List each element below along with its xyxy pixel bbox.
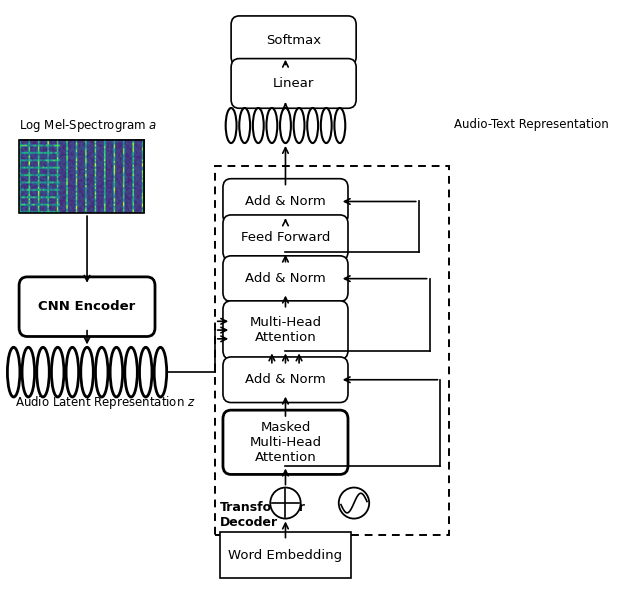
FancyBboxPatch shape [223, 256, 348, 301]
Text: Audio-Text Representation: Audio-Text Representation [454, 118, 609, 131]
Ellipse shape [154, 348, 167, 397]
Ellipse shape [37, 348, 49, 397]
FancyBboxPatch shape [220, 532, 351, 578]
Text: Add & Norm: Add & Norm [245, 195, 326, 208]
Ellipse shape [266, 108, 277, 143]
Ellipse shape [139, 348, 152, 397]
FancyBboxPatch shape [231, 16, 356, 65]
Text: Multi-Head
Attention: Multi-Head Attention [249, 316, 322, 344]
Text: Transformer
Decoder: Transformer Decoder [220, 501, 306, 529]
Ellipse shape [253, 108, 264, 143]
Ellipse shape [321, 108, 332, 143]
Text: Word Embedding: Word Embedding [228, 549, 343, 562]
Text: Audio Latent Representation $z$: Audio Latent Representation $z$ [15, 394, 195, 411]
Text: CNN Encoder: CNN Encoder [39, 300, 136, 313]
Text: Add & Norm: Add & Norm [245, 272, 326, 285]
Ellipse shape [95, 348, 108, 397]
Ellipse shape [125, 348, 137, 397]
Ellipse shape [280, 108, 291, 143]
Text: Masked
Multi-Head
Attention: Masked Multi-Head Attention [249, 421, 322, 464]
Text: Softmax: Softmax [266, 34, 321, 47]
Ellipse shape [294, 108, 305, 143]
Ellipse shape [7, 348, 20, 397]
Bar [19, 140, 144, 213]
Text: Add & Norm: Add & Norm [245, 373, 326, 386]
Ellipse shape [270, 487, 300, 519]
Text: Feed Forward: Feed Forward [241, 231, 330, 244]
Ellipse shape [239, 108, 250, 143]
Ellipse shape [307, 108, 318, 143]
FancyBboxPatch shape [223, 357, 348, 402]
FancyBboxPatch shape [223, 410, 348, 474]
Ellipse shape [22, 348, 35, 397]
FancyBboxPatch shape [223, 301, 348, 359]
Ellipse shape [110, 348, 123, 397]
Text: Linear: Linear [273, 77, 314, 90]
Ellipse shape [226, 108, 236, 143]
Ellipse shape [339, 487, 369, 519]
FancyBboxPatch shape [19, 277, 155, 336]
Ellipse shape [81, 348, 93, 397]
Text: Log Mel-Spectrogram $a$: Log Mel-Spectrogram $a$ [19, 117, 157, 135]
Ellipse shape [335, 108, 345, 143]
FancyBboxPatch shape [231, 58, 356, 109]
FancyBboxPatch shape [215, 166, 448, 535]
Ellipse shape [52, 348, 64, 397]
FancyBboxPatch shape [223, 215, 348, 261]
Ellipse shape [66, 348, 78, 397]
FancyBboxPatch shape [223, 179, 348, 224]
